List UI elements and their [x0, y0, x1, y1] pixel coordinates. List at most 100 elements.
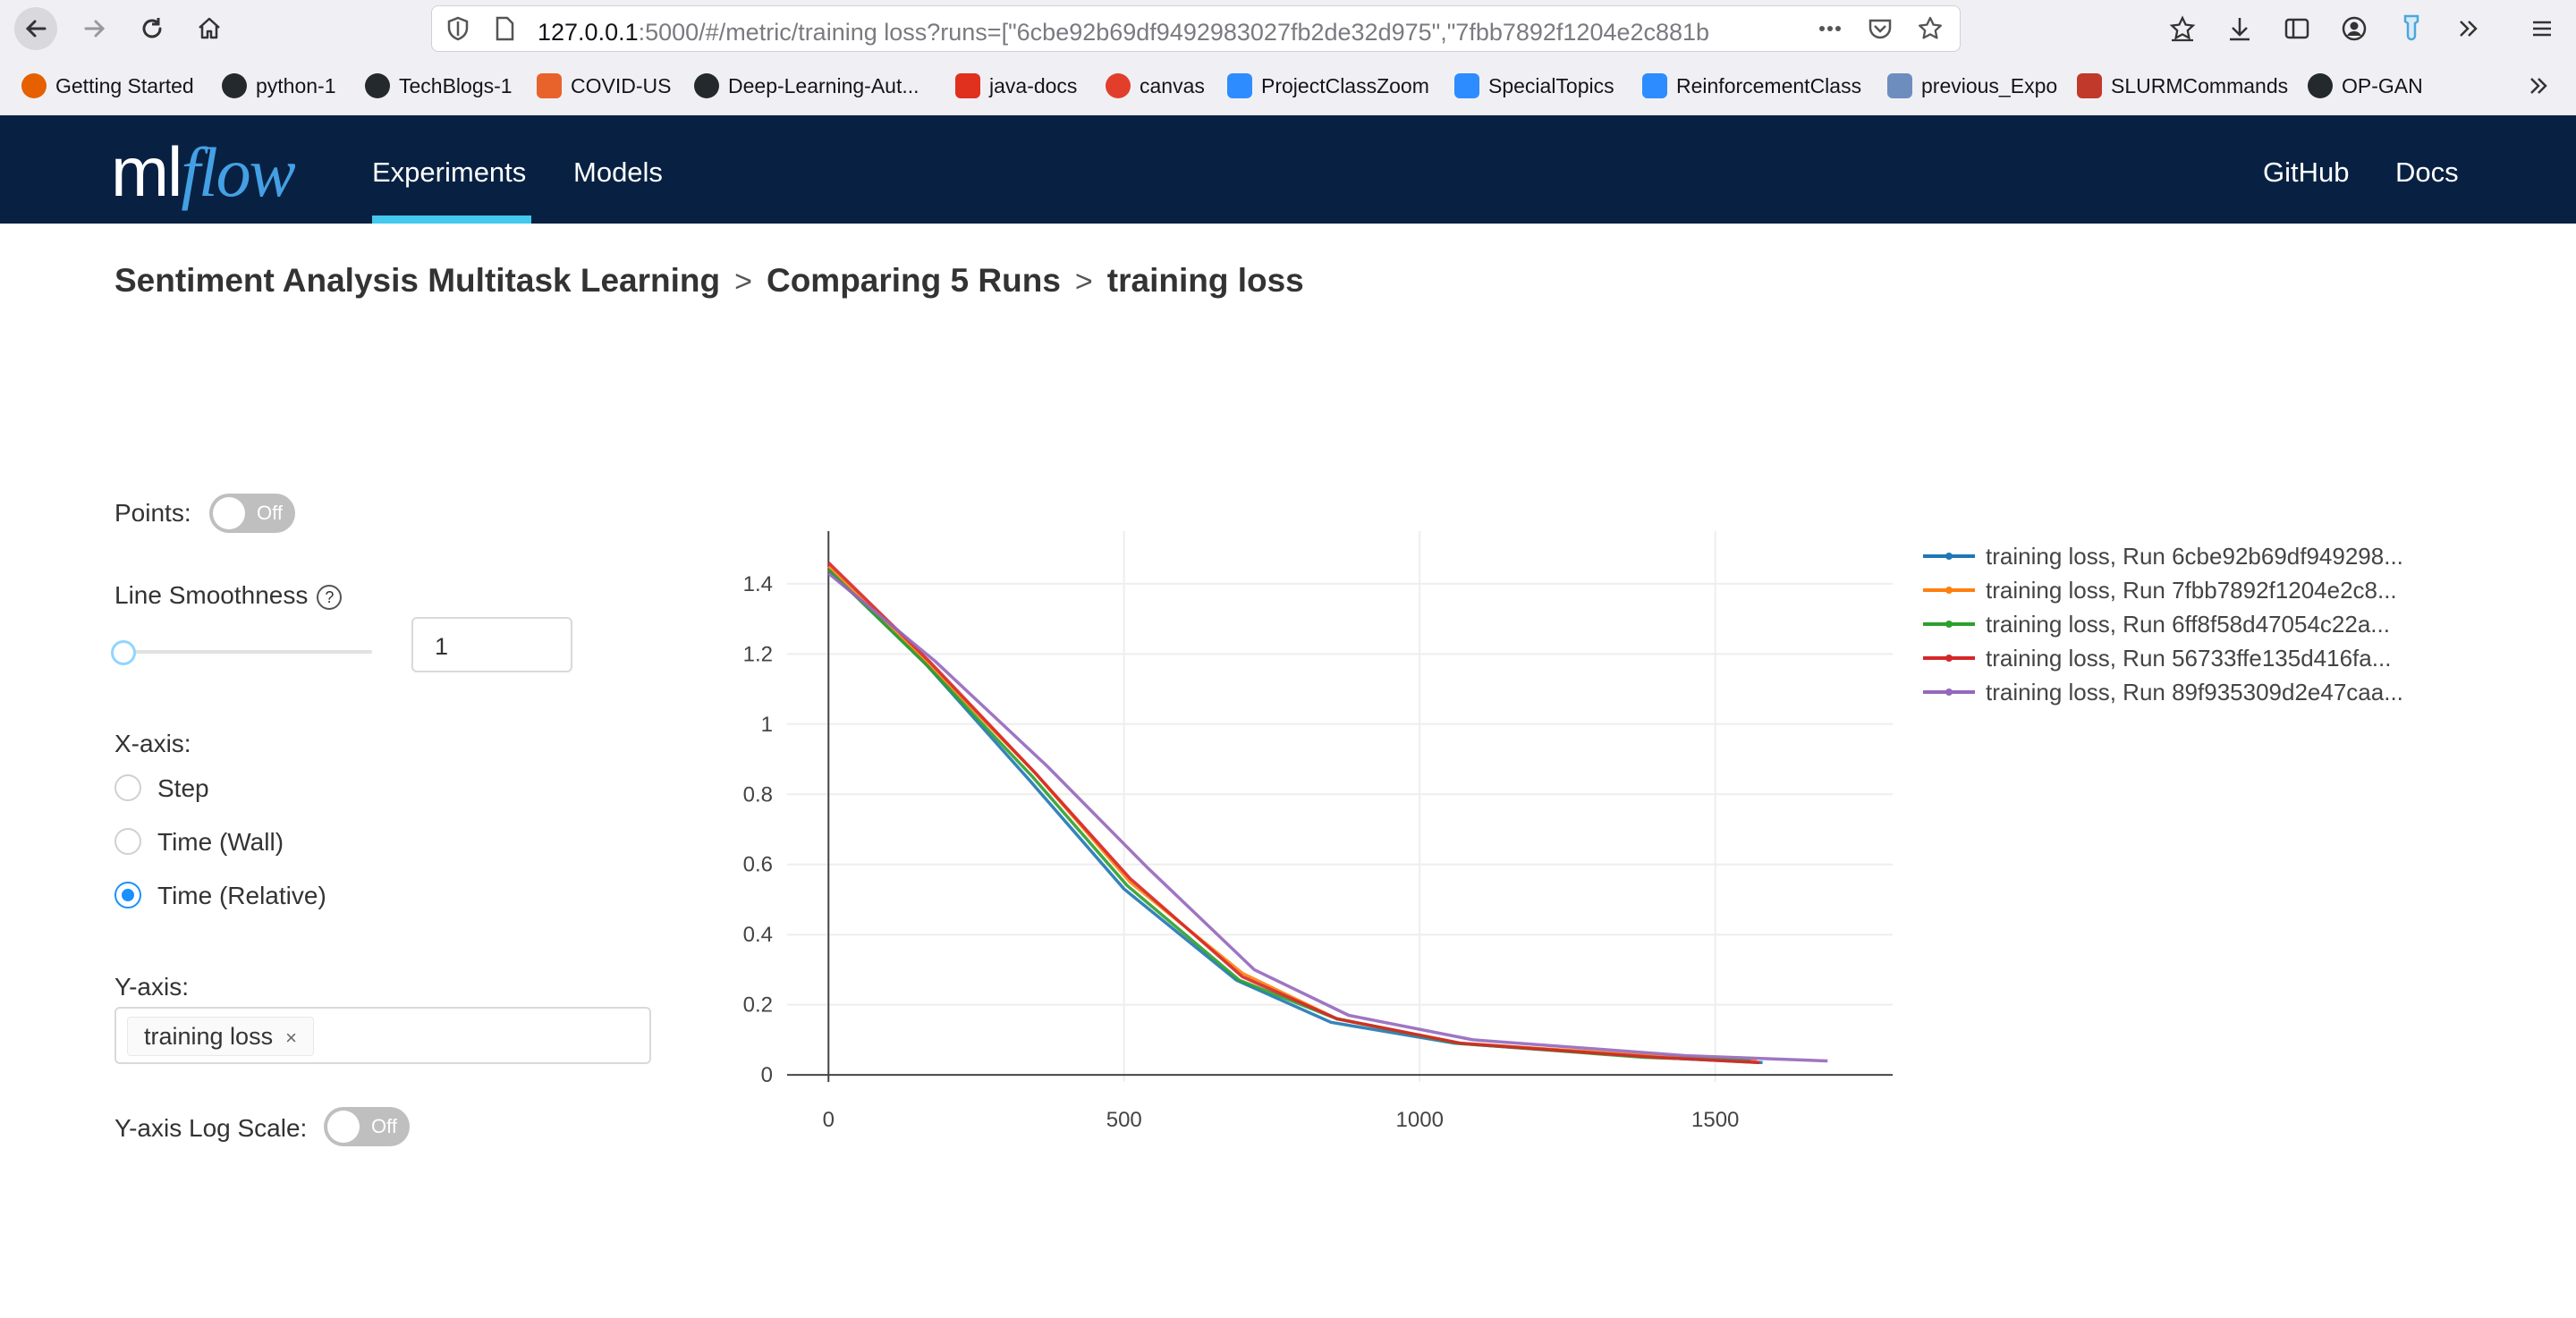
bookmark-techblogs-1[interactable]: TechBlogs-1: [365, 72, 513, 100]
legend-marker: [1945, 587, 1953, 594]
y-tick-label: 0.6: [743, 853, 773, 877]
help-icon[interactable]: ?: [317, 584, 343, 610]
x-tick-label: 1500: [1691, 1108, 1739, 1132]
bookmark-canvas[interactable]: canvas: [1106, 72, 1205, 100]
nav-experiments[interactable]: Experiments: [372, 156, 527, 188]
x-tick-label: 0: [823, 1108, 835, 1132]
grid-icon: [1887, 73, 1912, 98]
bookmarks-star-icon[interactable]: [2168, 14, 2197, 43]
radio-time-relative[interactable]: [114, 882, 141, 908]
yaxis-label: Y-axis:: [114, 973, 190, 1001]
github-icon: [2308, 73, 2333, 98]
breadcrumb-comparison[interactable]: Comparing 5 Runs: [766, 262, 1061, 299]
zoom-icon: [1227, 73, 1252, 98]
legend-marker: [1945, 621, 1953, 628]
reload-icon: [142, 18, 162, 38]
legend-marker: [1945, 655, 1953, 662]
points-toggle[interactable]: Off: [209, 494, 295, 533]
bookmark-deep-learning[interactable]: Deep-Learning-Aut...: [694, 72, 919, 100]
y-tick-label: 1.4: [743, 572, 773, 596]
legend-label[interactable]: training loss, Run 6ff8f58d47054c22a...: [1986, 611, 2390, 638]
bookmark-reinforcementclass[interactable]: ReinforcementClass: [1642, 72, 1861, 100]
y-tick-label: 0.8: [743, 782, 773, 807]
star-icon[interactable]: [1917, 15, 1944, 42]
home-icon: [199, 17, 220, 39]
nav-models[interactable]: Models: [573, 156, 663, 188]
series-line-4[interactable]: [827, 562, 1760, 1065]
logscale-toggle[interactable]: Off: [324, 1107, 410, 1146]
legend-label[interactable]: training loss, Run 56733ffe135d416fa...: [1986, 645, 2391, 672]
address-bar[interactable]: 127.0.0.1:5000/#/metric/training loss?ru…: [431, 5, 1961, 52]
radio-time-relative-label[interactable]: Time (Relative): [157, 882, 326, 909]
github-icon: [694, 73, 719, 98]
shield-icon[interactable]: [445, 15, 471, 42]
chevron-right-icon: >: [734, 265, 752, 299]
more-icon[interactable]: [1817, 15, 1843, 42]
bookmarks-overflow-icon[interactable]: [2526, 73, 2551, 98]
bookmark-getting-started[interactable]: Getting Started: [21, 72, 194, 100]
url-text[interactable]: 127.0.0.1:5000/#/metric/training loss?ru…: [538, 19, 1710, 46]
nav-github[interactable]: GitHub: [2263, 156, 2350, 188]
bookmark-specialtopics[interactable]: SpecialTopics: [1454, 72, 1614, 100]
bookmark-op-gan[interactable]: OP-GAN: [2308, 72, 2423, 100]
app-header: mlflow Experiments Models GitHub Docs: [0, 115, 2576, 224]
chevron-right-icon: >: [1074, 265, 1093, 299]
firefox-icon: [21, 73, 47, 98]
bookmark-projectclasszoom[interactable]: ProjectClassZoom: [1227, 72, 1429, 100]
yaxis-select[interactable]: training loss ×: [114, 1007, 651, 1064]
bookmark-java-docs[interactable]: java-docs: [955, 72, 1077, 100]
github-icon: [222, 73, 247, 98]
overflow-chevron-icon[interactable]: [2454, 14, 2483, 43]
pocket-icon[interactable]: [1867, 15, 1894, 42]
reload-button[interactable]: [131, 7, 174, 50]
y-tick-label: 0.2: [743, 993, 773, 1018]
close-icon[interactable]: ×: [285, 1027, 297, 1049]
smoothness-slider-handle[interactable]: [111, 640, 136, 665]
breadcrumb-experiment[interactable]: Sentiment Analysis Multitask Learning: [114, 262, 721, 299]
breadcrumb-metric: training loss: [1106, 262, 1304, 299]
github-icon: [365, 73, 390, 98]
download-icon[interactable]: [2225, 14, 2254, 43]
legend-label[interactable]: training loss, Run 89f935309d2e47caa...: [1986, 679, 2403, 705]
home-button[interactable]: [188, 7, 231, 50]
mlflow-logo[interactable]: mlflow: [111, 132, 296, 211]
page-icon[interactable]: [491, 15, 518, 42]
smoothness-slider[interactable]: [123, 650, 372, 654]
y-tick-label: 0.4: [743, 923, 773, 947]
back-arrow-icon: [25, 20, 47, 38]
radio-step-label[interactable]: Step: [157, 774, 209, 802]
back-button[interactable]: [14, 7, 57, 50]
bookmark-python-1[interactable]: python-1: [222, 72, 336, 100]
bookmark-slurmcommands[interactable]: SLURMCommands: [2077, 72, 2288, 100]
radio-time-wall-label[interactable]: Time (Wall): [157, 828, 284, 856]
series-line-5[interactable]: [827, 571, 1828, 1063]
radio-time-wall[interactable]: [114, 828, 141, 855]
logscale-label: Y-axis Log Scale:: [114, 1114, 308, 1142]
menu-icon[interactable]: [2528, 14, 2556, 43]
points-label: Points:: [114, 499, 191, 527]
legend-label[interactable]: training loss, Run 7fbb7892f1204e2c8...: [1986, 577, 2397, 604]
x-tick-label: 1000: [1396, 1108, 1444, 1132]
bookmarks-bar: Getting Started python-1 TechBlogs-1 COV…: [0, 57, 2576, 115]
account-icon[interactable]: [2340, 14, 2368, 43]
tab-icon: [2077, 73, 2102, 98]
canvas-icon: [1106, 73, 1131, 98]
xaxis-label: X-axis:: [114, 730, 191, 757]
browser-toolbar: 127.0.0.1:5000/#/metric/training loss?ru…: [0, 0, 2576, 57]
oracle-icon: [955, 73, 980, 98]
zoom-icon: [1454, 73, 1479, 98]
y-tick-label: 1.2: [743, 642, 773, 666]
bookmark-covid-us[interactable]: COVID-US: [537, 72, 671, 100]
radio-step[interactable]: [114, 774, 141, 801]
metric-chart[interactable]: 0 500 1000 1500 0 0.2 0.4 0.6 0.8 1 1.2 1.4 training…: [716, 501, 2513, 1162]
nav-docs[interactable]: Docs: [2395, 156, 2459, 188]
legend-label[interactable]: training loss, Run 6cbe92b69df949298...: [1986, 543, 2403, 570]
forward-button[interactable]: [73, 7, 116, 50]
extension-icon[interactable]: [2397, 13, 2426, 45]
lungs-icon: [537, 73, 562, 98]
bookmark-previous-expo[interactable]: previous_Expo: [1887, 72, 2057, 100]
smoothness-input[interactable]: 1: [411, 617, 572, 672]
legend-marker: [1945, 553, 1953, 560]
sidebar-icon[interactable]: [2283, 14, 2311, 43]
forward-arrow-icon: [84, 20, 106, 38]
